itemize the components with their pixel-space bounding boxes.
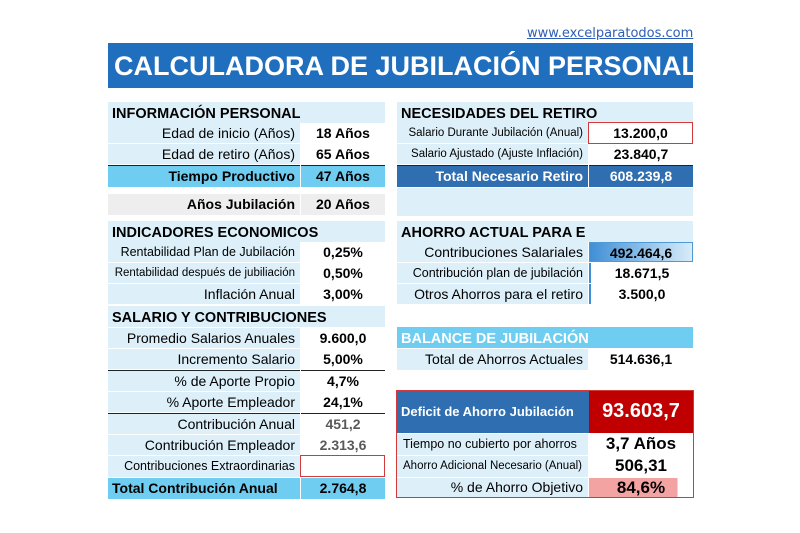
section-indicadores: INDICADORES ECONOMICOS	[108, 221, 385, 242]
edad-inicio-value[interactable]: 18 Años	[301, 123, 385, 143]
ahorro-objetivo-value: 84,6%	[589, 478, 693, 497]
contribucion-plan-label: Contribución plan de jubilación	[397, 263, 588, 283]
edad-retiro-label: Edad de retiro (Años)	[108, 144, 300, 164]
aporte-propio-value: 4,7%	[301, 370, 385, 391]
contribucion-empleador-label: Contribución Empleador	[108, 435, 300, 455]
contribuciones-salariales-label: Contribuciones Salariales	[397, 242, 588, 262]
tiempo-productivo-label: Tiempo Productivo	[108, 165, 300, 187]
total-contribucion-label: Total Contribución Anual	[108, 478, 300, 499]
salario-durante-input[interactable]: 13.200,0	[588, 122, 693, 144]
ahorro-adicional-label: Ahorro Adicional Necesario (Anual)	[397, 456, 588, 477]
deficit-value: 93.603,7	[589, 391, 693, 433]
deficit-label: Deficit de Ahorro Jubilación	[397, 391, 589, 433]
anos-jubilacion-label: Años Jubilación	[108, 194, 300, 215]
total-ahorros-value: 514.636,1	[589, 349, 693, 370]
section-salario: SALARIO Y CONTRIBUCIONES	[108, 306, 385, 327]
contribucion-anual-value: 451,2	[301, 413, 385, 434]
tiempo-no-cubierto-label: Tiempo no cubierto por ahorros	[397, 434, 588, 455]
otros-ahorros-label: Otros Ahorros para el retiro	[397, 284, 588, 304]
spacer-row	[397, 188, 693, 216]
rentabilidad-despues-label: Rentabilidad después de jubiliación	[108, 263, 300, 283]
otros-ahorros-value: 3.500,0	[589, 284, 693, 304]
aporte-empleador-label: % Aporte Empleador	[108, 392, 300, 412]
total-contribucion-value: 2.764,8	[301, 478, 385, 499]
edad-inicio-label: Edad de inicio (Años)	[108, 123, 300, 143]
section-ahorro-actual: AHORRO ACTUAL PARA E	[397, 221, 693, 242]
ahorro-objetivo-label: % de Ahorro Objetivo	[397, 478, 588, 497]
section-necesidades: NECESIDADES DEL RETIRO	[397, 102, 693, 123]
total-ahorros-label: Total de Ahorros Actuales	[397, 349, 588, 370]
promedio-salarios-value[interactable]: 9.600,0	[301, 328, 385, 348]
incremento-salario-label: Incremento Salario	[108, 349, 300, 369]
contribuciones-extraordinarias-input[interactable]	[300, 455, 385, 477]
edad-retiro-value[interactable]: 65 Años	[301, 144, 385, 164]
tiempo-no-cubierto-value: 3,7 Años	[589, 434, 693, 455]
salario-ajustado-value: 23.840,7	[589, 144, 693, 164]
aporte-empleador-value: 24,1%	[301, 392, 385, 412]
salario-ajustado-label: Salario Ajustado (Ajuste Inflación)	[397, 144, 588, 164]
section-info-personal: INFORMACIÓN PERSONAL	[108, 102, 385, 123]
tiempo-productivo-value: 47 Años	[301, 165, 385, 187]
contribuciones-salariales-value: 492.464,6	[589, 242, 693, 262]
page-title: CALCULADORA DE JUBILACIÓN PERSONAL	[108, 43, 698, 88]
salario-durante-label: Salario Durante Jubilación (Anual)	[397, 123, 588, 143]
contribucion-anual-label: Contribución Anual	[108, 413, 300, 434]
rentabilidad-despues-value[interactable]: 0,50%	[301, 263, 385, 283]
aporte-propio-label: % de Aporte Propio	[108, 370, 300, 391]
rentabilidad-plan-label: Rentabilidad Plan de Jubilación	[108, 242, 300, 262]
contribucion-plan-value: 18.671,5	[589, 263, 693, 283]
inflacion-label: Inflación Anual	[108, 284, 300, 304]
contribucion-empleador-value: 2.313,6	[301, 435, 385, 455]
website-link[interactable]: www.excelparatodos.com	[527, 26, 694, 41]
contribuciones-extraordinarias-label: Contribuciones Extraordinarias	[108, 456, 300, 477]
inflacion-value[interactable]: 3,00%	[301, 284, 385, 304]
total-necesario-value: 608.239,8	[589, 165, 693, 187]
rentabilidad-plan-value[interactable]: 0,25%	[301, 242, 385, 262]
total-necesario-label: Total Necesario Retiro	[397, 165, 588, 187]
anos-jubilacion-value: 20 Años	[301, 194, 385, 215]
section-balance: BALANCE DE JUBILACIÓN	[397, 327, 693, 348]
deficit-box	[396, 390, 694, 498]
ahorro-adicional-value: 506,31	[589, 456, 693, 477]
promedio-salarios-label: Promedio Salarios Anuales	[108, 328, 300, 348]
incremento-salario-value[interactable]: 5,00%	[301, 349, 385, 369]
